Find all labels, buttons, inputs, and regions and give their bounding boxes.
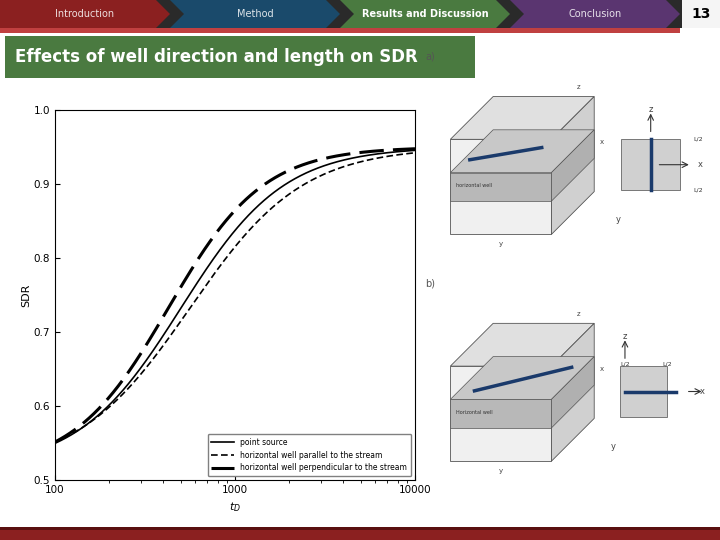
horizontal well perpendicular to the stream: [197, 252, 205, 259]
point source: [50, 440, 59, 447]
Polygon shape: [451, 323, 594, 366]
Polygon shape: [451, 130, 594, 173]
horizontal well parallel to the stream: [331, 166, 340, 173]
point source: [331, 159, 340, 165]
Polygon shape: [0, 0, 170, 28]
horizontal well parallel to the stream: [410, 150, 419, 156]
horizontal well perpendicular to the stream: [210, 233, 218, 240]
Bar: [0, 28, 680, 33]
Line: point source: point source: [55, 150, 415, 443]
horizontal well perpendicular to the stream: [50, 438, 59, 445]
Polygon shape: [451, 97, 594, 139]
Legend: point source, horizontal well parallel to the stream, horizontal well perpendicu: point source, horizontal well parallel t…: [207, 434, 411, 476]
Text: Results and Discussion: Results and Discussion: [361, 9, 488, 19]
Text: y: y: [611, 442, 616, 450]
horizontal well parallel to the stream: [338, 164, 346, 171]
Polygon shape: [451, 173, 552, 201]
Text: z: z: [577, 84, 580, 90]
Text: x: x: [698, 160, 703, 169]
point source: [197, 274, 205, 281]
point source: [338, 157, 346, 164]
Polygon shape: [552, 130, 594, 201]
Line: horizontal well parallel to the stream: horizontal well parallel to the stream: [55, 153, 415, 442]
Y-axis label: SDR: SDR: [21, 284, 31, 307]
Text: Method: Method: [237, 9, 274, 19]
Bar: [0, 0, 720, 28]
Text: x: x: [600, 366, 604, 372]
Text: y: y: [499, 241, 503, 247]
Polygon shape: [552, 323, 594, 461]
Text: Effects of well direction and length on SDR: Effects of well direction and length on …: [15, 48, 418, 66]
Bar: [621, 139, 680, 190]
Polygon shape: [170, 0, 340, 28]
Polygon shape: [340, 0, 510, 28]
horizontal well parallel to the stream: [197, 289, 205, 296]
Polygon shape: [451, 366, 552, 461]
Text: b): b): [425, 278, 435, 288]
Text: y: y: [499, 468, 503, 474]
Polygon shape: [451, 139, 552, 234]
horizontal well perpendicular to the stream: [410, 145, 419, 152]
horizontal well perpendicular to the stream: [331, 153, 340, 159]
Line: horizontal well perpendicular to the stream: horizontal well perpendicular to the str…: [55, 148, 415, 442]
X-axis label: $t_D$: $t_D$: [229, 501, 241, 514]
Polygon shape: [552, 97, 594, 234]
Text: L/2: L/2: [694, 137, 703, 142]
Polygon shape: [451, 356, 594, 400]
horizontal well parallel to the stream: [210, 272, 218, 278]
Text: x: x: [700, 387, 705, 396]
Bar: [682, 0, 720, 28]
Text: L/2: L/2: [694, 187, 703, 193]
point source: [410, 147, 419, 153]
Text: Conclusion: Conclusion: [568, 9, 621, 19]
Text: z: z: [649, 105, 653, 114]
Text: horizontal well: horizontal well: [456, 183, 492, 188]
Bar: [5, 36, 475, 78]
point source: [87, 417, 96, 424]
Text: L/2: L/2: [620, 361, 630, 366]
Text: Introduction: Introduction: [55, 9, 114, 19]
Polygon shape: [510, 0, 680, 28]
Bar: [621, 366, 667, 417]
Text: z: z: [577, 311, 580, 317]
Polygon shape: [451, 400, 552, 428]
Text: z: z: [623, 332, 627, 341]
Text: L/2: L/2: [662, 361, 672, 366]
Bar: [0, 530, 720, 540]
Text: a): a): [425, 51, 435, 62]
horizontal well parallel to the stream: [298, 183, 307, 189]
horizontal well parallel to the stream: [87, 418, 96, 424]
Bar: [0, 527, 720, 530]
Text: 13: 13: [691, 7, 711, 21]
Text: Horizontal well: Horizontal well: [456, 410, 492, 415]
horizontal well parallel to the stream: [50, 439, 59, 446]
point source: [210, 255, 218, 262]
Text: x: x: [600, 139, 604, 145]
horizontal well perpendicular to the stream: [87, 413, 96, 419]
horizontal well perpendicular to the stream: [298, 162, 307, 168]
Text: y: y: [616, 215, 621, 224]
horizontal well perpendicular to the stream: [338, 152, 346, 158]
point source: [298, 172, 307, 178]
Polygon shape: [552, 356, 594, 428]
